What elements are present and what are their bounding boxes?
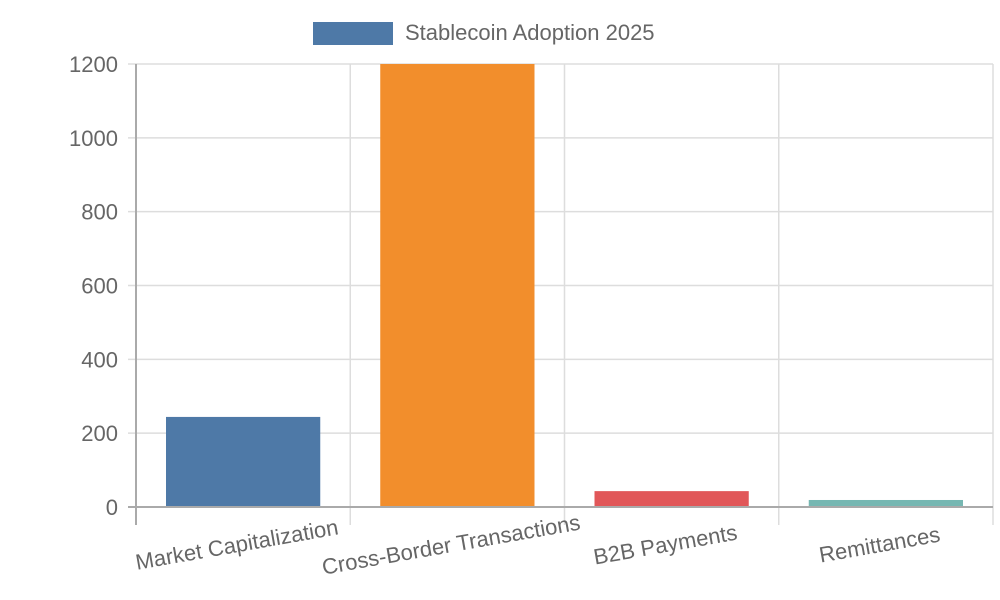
bar[interactable] xyxy=(166,416,321,507)
x-tick-label: Market Capitalization xyxy=(133,514,340,574)
x-tick-label: Cross-Border Transactions xyxy=(320,510,582,580)
legend-label: Stablecoin Adoption 2025 xyxy=(405,20,655,45)
bar[interactable] xyxy=(380,64,535,507)
x-tick-label: Remittances xyxy=(817,522,942,568)
y-tick-label: 800 xyxy=(81,200,118,225)
y-tick-label: 1000 xyxy=(69,126,118,151)
y-tick-label: 400 xyxy=(81,347,118,372)
legend[interactable]: Stablecoin Adoption 2025 xyxy=(313,20,655,46)
y-tick-label: 0 xyxy=(106,495,118,520)
x-tick-label: B2B Payments xyxy=(591,520,739,570)
bar[interactable] xyxy=(808,499,963,507)
legend-swatch xyxy=(313,21,393,45)
y-tick-label: 600 xyxy=(81,274,118,299)
y-tick-label: 1200 xyxy=(69,52,118,77)
y-tick-label: 200 xyxy=(81,421,118,446)
bar[interactable] xyxy=(594,491,749,507)
